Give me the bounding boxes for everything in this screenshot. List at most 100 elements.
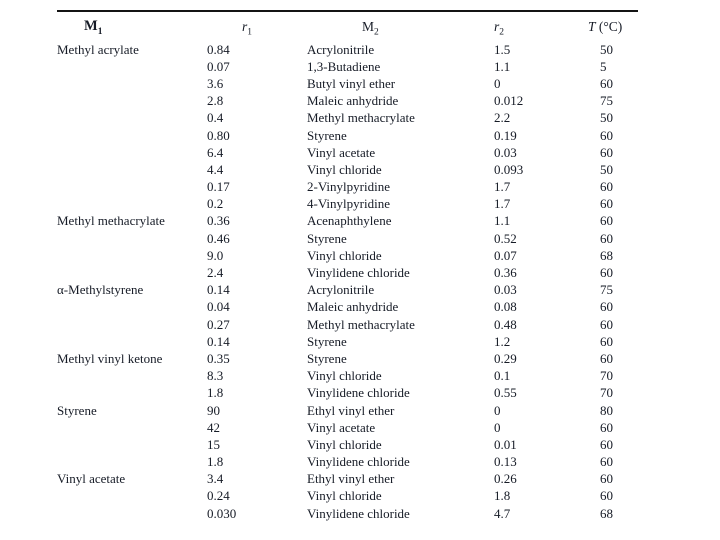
column-header-r1: r1: [207, 12, 307, 41]
cell-monomer2: Methyl methacrylate: [307, 110, 415, 126]
cell-r2-value: 0: [494, 402, 501, 418]
table-top-rule: [57, 10, 638, 12]
cell-monomer2: Vinyl chloride: [307, 161, 382, 177]
cell-monomer2: Styrene: [307, 230, 347, 246]
table-row: 0.2 4-Vinylpyridine 1.7 60: [57, 196, 638, 213]
cell-monomer1: [57, 75, 207, 92]
cell-r2-value: 0.08: [494, 299, 517, 315]
cell-temperature: 60: [600, 454, 613, 470]
cell-monomer2: Acrylonitrile: [307, 282, 375, 298]
cell-temperature: 80: [600, 402, 613, 418]
cell-temperature: 5: [600, 58, 607, 74]
cell-temperature: 60: [600, 265, 613, 281]
cell-monomer2: Styrene: [307, 333, 347, 349]
cell-r2-value: 0.01: [494, 436, 517, 452]
cell-r2-value: 0.07: [494, 247, 517, 263]
table-row: Methyl acrylate 0.84 Acrylonitrile 1.5 50: [57, 41, 638, 58]
cell-r2-value: 0.36: [494, 265, 517, 281]
cell-r1-value: 0.4: [207, 110, 224, 126]
cell-temperature: 60: [600, 75, 613, 91]
cell-monomer2: Maleic anhydride: [307, 299, 399, 315]
table-row: 0.07 1,3-Butadiene 1.1 5: [57, 58, 638, 75]
cell-r1-value: 90: [207, 402, 220, 418]
table-row: Methyl methacrylate 0.36 Acenaphthylene 1.1…: [57, 213, 638, 230]
header-t-base: T: [588, 18, 596, 34]
cell-temperature: 70: [600, 385, 613, 401]
table-row: 15 Vinyl chloride 0.01 60: [57, 436, 638, 453]
cell-r1-value: 2.8: [207, 93, 224, 109]
table-row: 0.14 Styrene 1.2 60: [57, 333, 638, 350]
cell-monomer1: [57, 161, 207, 178]
cell-monomer2: Vinyl chloride: [307, 368, 382, 384]
cell-r2-value: 1.7: [494, 196, 511, 212]
cell-temperature: 50: [600, 41, 613, 57]
table-row: 0.04 Maleic anhydride 0.08 60: [57, 299, 638, 316]
cell-monomer1: [57, 488, 207, 505]
cell-monomer2: Vinyl acetate: [307, 144, 376, 160]
cell-temperature: 60: [600, 350, 613, 366]
cell-monomer2: Vinylidene chloride: [307, 454, 410, 470]
table-header-row: M1 r1 M2 r2 T (°C): [57, 12, 638, 41]
cell-r2-value: 0.1: [494, 368, 511, 384]
cell-r2-value: 0.093: [494, 161, 524, 177]
header-r1-sub: 1: [247, 27, 253, 38]
cell-r1-value: 9.0: [207, 247, 224, 263]
header-m2-base: M: [362, 18, 375, 34]
cell-monomer2: 4-Vinylpyridine: [307, 196, 390, 212]
cell-r1-value: 0.84: [207, 41, 230, 57]
cell-monomer1: [57, 436, 207, 453]
cell-r2-value: 1.1: [494, 213, 511, 229]
cell-monomer2: Ethyl vinyl ether: [307, 471, 395, 487]
cell-monomer1: [57, 333, 207, 350]
cell-r2-value: 0.26: [494, 471, 517, 487]
table-row: 6.4 Vinyl acetate 0.03 60: [57, 144, 638, 161]
header-m1-base: M: [84, 18, 98, 34]
cell-monomer2: Ethyl vinyl ether: [307, 402, 395, 418]
cell-monomer1: [57, 230, 207, 247]
header-r2-base: r: [494, 18, 500, 34]
cell-monomer2: Maleic anhydride: [307, 93, 399, 109]
cell-temperature: 60: [600, 213, 613, 229]
table-row: 0.24 Vinyl chloride 1.8 60: [57, 488, 638, 505]
cell-monomer1: [57, 264, 207, 281]
table-row: 0.80 Styrene 0.19 60: [57, 127, 638, 144]
cell-monomer1: [57, 179, 207, 196]
table-row: 9.0 Vinyl chloride 0.07 68: [57, 247, 638, 264]
cell-r2-value: 0: [494, 75, 501, 91]
reactivity-ratios-table: M1 r1 M2 r2 T (°C) Methyl acrylate 0.84 Ac…: [57, 10, 638, 522]
cell-monomer1: [57, 110, 207, 127]
cell-r2-value: 0.19: [494, 127, 517, 143]
cell-monomer2: Vinyl chloride: [307, 488, 382, 504]
cell-monomer1: [57, 196, 207, 213]
header-r1-base: r: [242, 18, 248, 34]
cell-temperature: 60: [600, 299, 613, 315]
cell-temperature: 60: [600, 179, 613, 195]
cell-temperature: 60: [600, 196, 613, 212]
cell-r1-value: 3.6: [207, 75, 224, 91]
cell-monomer2: Butyl vinyl ether: [307, 75, 396, 91]
cell-r1-value: 1.8: [207, 385, 224, 401]
cell-monomer1: [57, 419, 207, 436]
cell-r2-value: 1.8: [494, 488, 511, 504]
cell-monomer1: Methyl methacrylate: [57, 213, 165, 229]
cell-monomer1: Methyl vinyl ketone: [57, 350, 163, 366]
cell-r2-value: 2.2: [494, 110, 511, 126]
cell-r1-value: 15: [207, 436, 220, 452]
column-header-m1: M1: [57, 12, 207, 41]
table-row: 2.4 Vinylidene chloride 0.36 60: [57, 264, 638, 281]
cell-r2-value: 0.48: [494, 316, 517, 332]
cell-monomer1: [57, 144, 207, 161]
cell-r1-value: 2.4: [207, 265, 224, 281]
cell-temperature: 60: [600, 436, 613, 452]
cell-r1-value: 0.27: [207, 316, 230, 332]
table-body: Methyl acrylate 0.84 Acrylonitrile 1.5 50 0.0…: [57, 41, 638, 522]
cell-r2-value: 0.52: [494, 230, 517, 246]
cell-r1-value: 0.46: [207, 230, 230, 246]
column-header-r2: r2: [492, 12, 588, 41]
header-m1-sub: 1: [97, 26, 103, 37]
cell-temperature: 60: [600, 230, 613, 246]
cell-r1-value: 0.2: [207, 196, 224, 212]
table-row: 0.27 Methyl methacrylate 0.48 60: [57, 316, 638, 333]
header-t-suffix: (°C): [595, 18, 623, 34]
cell-temperature: 60: [600, 333, 613, 349]
